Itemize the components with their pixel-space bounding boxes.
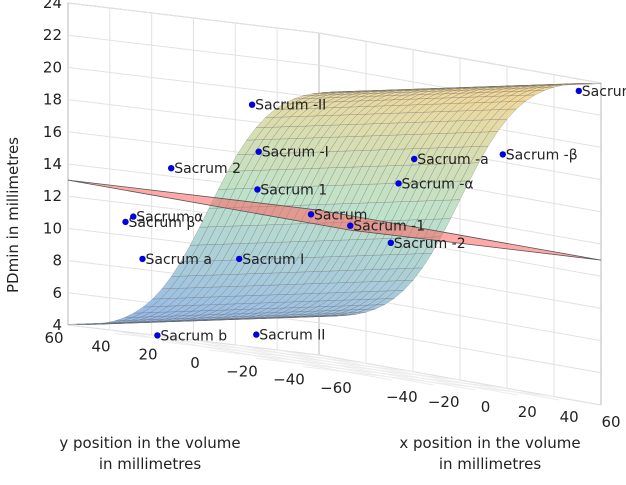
x-tick-label: 40 [560, 408, 579, 426]
point-label: Sacrum -a [417, 152, 489, 168]
z-tick-label: 14 [43, 155, 62, 173]
y-tick-label: −20 [226, 362, 258, 380]
surface-layer [68, 83, 601, 324]
point-label: Sacrum II [259, 328, 325, 344]
z-tick-label: 8 [52, 252, 62, 270]
y-axis-label: y position in the volume [59, 434, 240, 452]
z-tick-label: 24 [43, 0, 62, 12]
z-tick-label: 18 [43, 91, 62, 109]
z-tick-label: 16 [43, 123, 62, 141]
point-label: Sacrum -2 [394, 236, 466, 252]
x-tick-label: 60 [601, 413, 620, 431]
y-tick-label: 20 [138, 346, 157, 364]
grid-line [68, 3, 601, 83]
z-axis-label: PDmin in millimetres [4, 137, 22, 293]
x-axis-label: x position in the volume [399, 434, 580, 452]
x-tick-label: 20 [518, 403, 537, 421]
y-tick-label: 40 [91, 337, 110, 355]
point-label: Sacrum b [160, 328, 227, 344]
z-tick-label: 20 [43, 58, 62, 76]
point-label: Sacrum 1 [260, 183, 327, 199]
z-tick-label: 22 [43, 26, 62, 44]
x-axis-label: in millimetres [439, 455, 542, 473]
z-tick-label: 12 [43, 187, 62, 205]
point-label: Sacrum -1 [353, 219, 425, 235]
point-label: Sacrum α [136, 210, 203, 226]
z-tick-label: 6 [52, 284, 62, 302]
x-tick-label: −40 [386, 388, 418, 406]
y-tick-label: 60 [44, 329, 63, 347]
point-label: Sacrum 2 [174, 161, 241, 177]
y-tick-label: −60 [320, 379, 352, 397]
y-tick-label: 0 [190, 354, 200, 372]
y-axis-label: in millimetres [99, 455, 202, 473]
point-label: Sacrum I [242, 252, 304, 268]
y-tick-label: −40 [273, 371, 305, 389]
point-label: Sacrum a [146, 252, 212, 268]
point-label: Sacrum -α [402, 176, 474, 192]
x-tick-label: 0 [481, 398, 491, 416]
point-label: Sacrum -b [582, 84, 626, 100]
x-tick-label: −20 [428, 393, 460, 411]
z-tick-label: 10 [43, 219, 62, 237]
point-label: Sacrum -β [506, 147, 578, 163]
point-label: Sacrum -II [255, 98, 326, 114]
point-label: Sacrum -I [262, 145, 329, 161]
